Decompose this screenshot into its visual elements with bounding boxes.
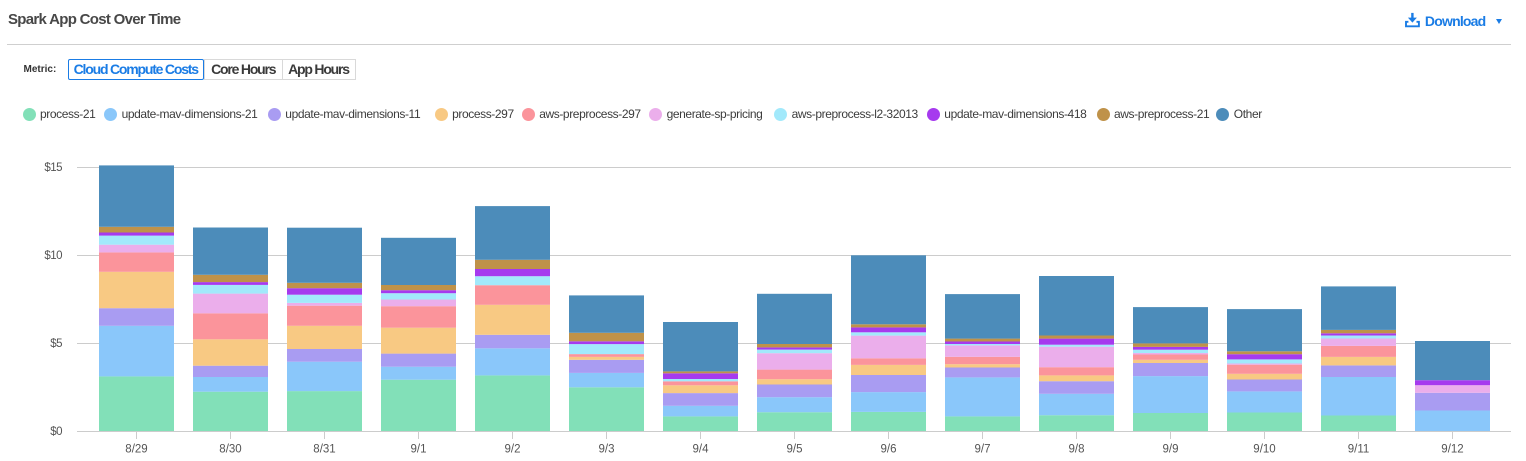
svg-text:9/7: 9/7 — [975, 444, 991, 456]
svg-text:9/10: 9/10 — [1253, 444, 1275, 456]
svg-text:9/2: 9/2 — [505, 444, 521, 456]
svg-text:8/31: 8/31 — [313, 444, 335, 456]
svg-text:9/4: 9/4 — [693, 444, 710, 456]
svg-text:9/5: 9/5 — [787, 444, 803, 456]
svg-text:9/3: 9/3 — [599, 444, 615, 456]
svg-text:9/6: 9/6 — [881, 444, 897, 456]
svg-text:8/30: 8/30 — [219, 444, 241, 456]
svg-text:$10: $10 — [44, 250, 62, 262]
svg-text:9/11: 9/11 — [1348, 444, 1370, 456]
svg-text:9/12: 9/12 — [1441, 444, 1463, 456]
svg-text:$15: $15 — [44, 162, 62, 174]
svg-text:$0: $0 — [50, 426, 62, 438]
svg-text:9/9: 9/9 — [1163, 444, 1179, 456]
svg-text:9/1: 9/1 — [411, 444, 427, 456]
svg-text:8/29: 8/29 — [125, 444, 147, 456]
svg-text:$5: $5 — [50, 338, 62, 350]
svg-text:9/8: 9/8 — [1069, 444, 1085, 456]
